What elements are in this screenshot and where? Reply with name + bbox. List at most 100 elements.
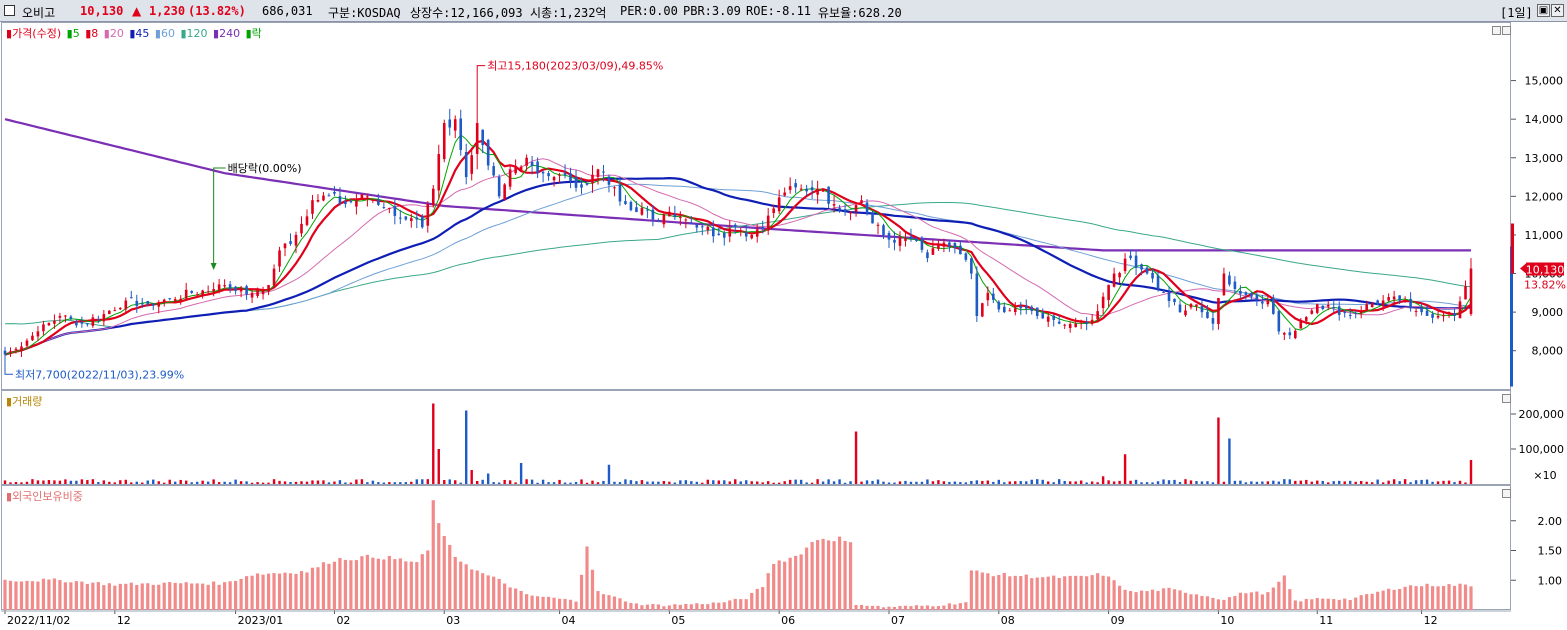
foreign-bar [272, 573, 276, 610]
volume-pane[interactable]: ▮거래량 [1, 390, 1511, 485]
foreign-bar [920, 605, 924, 610]
foreign-bar [1178, 590, 1182, 610]
volume-bar [519, 463, 523, 484]
foreign-bar [277, 573, 282, 610]
candle-body [657, 220, 660, 222]
candle-body [909, 236, 913, 239]
pane-maximize-icon[interactable] [1492, 26, 1501, 35]
foreign-bar [475, 570, 479, 610]
volume-bar [756, 481, 759, 484]
foreign-pane-close-icon[interactable] [1502, 489, 1511, 498]
candle-body [349, 200, 353, 203]
candle-body [640, 207, 644, 215]
volume-bar [1349, 480, 1352, 484]
volume-bar [1277, 481, 1281, 484]
volume-bar [860, 481, 863, 484]
candle-body [1189, 304, 1193, 308]
pane-close-icon[interactable] [1502, 26, 1511, 35]
volume-bar [701, 482, 704, 484]
foreign-bar [1112, 580, 1116, 610]
candle-body [920, 237, 924, 250]
foreign-bar [80, 581, 84, 610]
foreign-bar [420, 554, 424, 610]
foreign-bar [810, 542, 814, 610]
high-annotation: 최고15,180(2023/03/09),49.85% [487, 60, 663, 73]
volume-bar [184, 480, 188, 484]
market-cap: 시총:1,232억 [530, 6, 607, 20]
volume-pane-close-icon[interactable] [1502, 394, 1511, 403]
close-icon[interactable]: ✕ [1551, 4, 1564, 17]
volume-bar [970, 480, 973, 484]
price-tick-label: 11,000 [1525, 229, 1564, 242]
foreign-bar [859, 604, 864, 610]
volume-bar [712, 480, 715, 484]
candle-body [1002, 306, 1006, 313]
foreign-tick-label: 1.00 [1538, 574, 1563, 587]
maximize-icon[interactable]: ▣ [1537, 4, 1550, 17]
volume-bar [36, 480, 40, 484]
candle-body [1090, 319, 1094, 324]
volume-bar [97, 482, 100, 484]
candle-body [635, 207, 638, 213]
volume-bar [179, 479, 182, 484]
foreign-bar [349, 560, 353, 610]
candle-body [492, 166, 495, 176]
volume-bar [876, 479, 880, 484]
select-checkbox[interactable] [4, 5, 15, 16]
volume-bar [1376, 479, 1379, 484]
period-selector[interactable]: [1일] [1500, 6, 1533, 20]
stock-name[interactable]: 오비고 [22, 6, 56, 20]
candle-body [448, 119, 452, 128]
foreign-bar [519, 590, 523, 610]
foreign-bar [678, 604, 682, 610]
current-price-pointer-icon [1520, 263, 1526, 274]
foreign-bar [107, 583, 111, 610]
trade-volume: 686,031 [262, 4, 313, 18]
volume-bar [1294, 480, 1297, 484]
price-pane[interactable]: ▮가격(수정) ▮5 ▮8 ▮20 ▮45 ▮60 ▮120 ▮240 ▮락 [1, 22, 1511, 390]
foreign-bar [41, 578, 46, 610]
volume-bar [415, 479, 418, 484]
volume-bar [437, 449, 440, 484]
foreign-bar [1398, 588, 1402, 610]
foreign-bar [1332, 599, 1336, 610]
volume-bar [141, 482, 144, 484]
volume-bar [618, 482, 622, 484]
volume-bar [1058, 479, 1061, 484]
foreign-bar [1035, 577, 1039, 610]
foreign-bar [74, 581, 78, 610]
foreign-bar [239, 578, 243, 610]
volume-bar [981, 480, 984, 484]
foreign-bar [1376, 591, 1380, 610]
foreign-bar [3, 579, 7, 610]
volume-bar [1458, 480, 1462, 484]
roe-value: ROE:-8.11 [746, 4, 812, 18]
foreign-bar [1441, 586, 1446, 610]
volume-bar [1079, 480, 1083, 484]
volume-bar [1431, 481, 1434, 484]
legend-ma8: ▮8 [85, 27, 99, 40]
volume-bar [1090, 481, 1094, 484]
volume-bar [1036, 479, 1039, 484]
foreign-bar [321, 562, 326, 610]
candle-body [322, 195, 325, 201]
volume-bar [893, 482, 896, 484]
volume-bar [1228, 438, 1231, 484]
foreign-bar [486, 575, 490, 610]
foreign-bar [689, 604, 693, 610]
volume-bar [1447, 480, 1451, 484]
foreign-bar [327, 563, 331, 610]
candle-body [1233, 281, 1237, 289]
volume-bar [629, 480, 633, 484]
candle-body [1211, 318, 1215, 324]
volume-bar [536, 482, 539, 484]
foreign-bar [931, 606, 935, 610]
candle-body [1178, 304, 1182, 313]
candle-body [1200, 306, 1204, 313]
volume-bar [948, 481, 951, 484]
candle-body [821, 189, 825, 192]
volume-bar [690, 481, 693, 484]
candle-body [25, 340, 29, 346]
x-tick-label: 02 [336, 614, 350, 627]
candle-body [953, 242, 957, 249]
